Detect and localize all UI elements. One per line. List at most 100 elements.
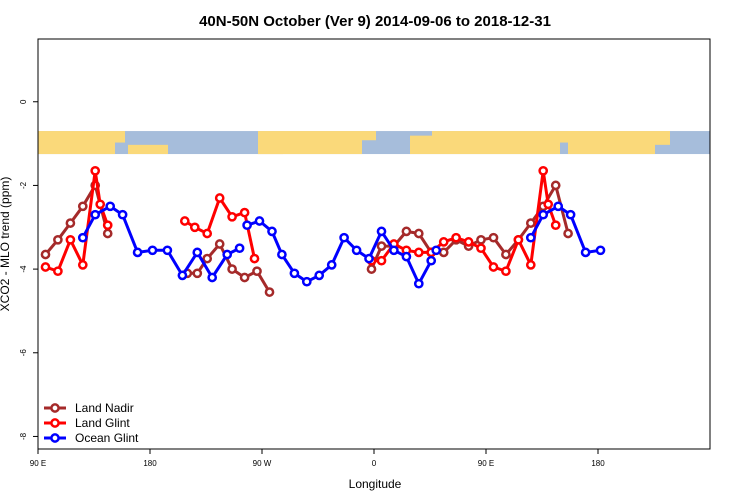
data-point [77,260,88,270]
data-point [189,222,200,233]
legend-swatch-marker [50,403,60,413]
y-tick-label: -8 [19,432,28,440]
data-point [501,249,511,260]
x-axis: 90 E 180 90 W 0 90 E 180 [30,449,605,468]
x-tick-label: 180 [143,459,157,468]
data-point [147,245,158,256]
x-tick-label: 90 E [478,459,494,468]
data-point [543,199,554,210]
data-point [525,232,536,243]
data-point [77,201,88,212]
plot-series [40,165,606,297]
legend-item: Land Nadir [44,401,134,415]
series-ocean-glint [77,201,606,289]
data-point [550,180,561,191]
series-line [246,219,433,286]
data-point [90,165,101,176]
data-point [413,228,424,239]
legend-swatch-marker [50,418,60,428]
data-point [105,201,116,212]
data-point [376,226,387,237]
map-land [115,131,125,143]
data-point [413,278,424,289]
legend-label: Land Nadir [75,401,134,415]
data-point [239,207,250,218]
data-point [431,245,442,256]
y-tick-label: -4 [19,265,28,273]
map-land [655,131,670,145]
data-point [202,228,213,239]
data-point [53,266,63,277]
data-point [301,276,312,287]
x-tick-label: 90 E [30,459,46,468]
data-point [102,220,113,231]
data-point [553,201,564,212]
map-land [560,131,578,143]
data-point [351,245,362,256]
map-land [258,131,362,155]
y-tick-label: -6 [19,349,28,357]
series-line [45,169,110,273]
data-point [77,232,88,243]
data-point [192,247,203,258]
data-point [376,255,387,266]
data-point [580,247,591,258]
data-point [214,239,225,249]
data-point [177,270,188,281]
data-point [242,220,252,231]
legend-swatch-marker [50,433,60,443]
data-point [95,199,106,210]
world-map-strip [38,131,710,155]
map-land [38,131,115,155]
data-point [90,209,101,220]
data-point [53,234,63,245]
data-point [65,234,76,245]
data-point [117,209,128,220]
legend-label: Land Glint [75,416,130,430]
data-point [289,268,300,279]
data-point [214,193,225,203]
data-point [207,272,218,283]
data-point [401,251,412,262]
data-point [463,237,474,247]
data-point [525,260,536,270]
data-point [563,228,573,239]
data-point [65,218,76,228]
x-tick-label: 0 [372,459,377,468]
data-point [364,253,374,264]
data-point [249,253,260,264]
data-point [40,249,51,260]
map-land [568,131,655,155]
y-tick-label: 0 [19,99,28,104]
data-point [376,241,387,251]
data-point [538,165,549,176]
data-point [451,232,461,243]
map-land [410,135,432,155]
series-land-glint [40,165,561,277]
legend-item: Ocean Glint [44,431,139,445]
y-tick-label: -2 [19,181,28,189]
data-point [538,209,549,220]
data-point [192,268,203,279]
data-point [426,255,437,266]
data-point [234,243,245,254]
data-point [401,226,412,237]
map-land [362,131,376,141]
data-point [513,234,524,245]
data-point [488,262,499,272]
data-point [476,234,486,245]
data-point [239,272,250,283]
data-point [438,237,449,247]
data-point [202,253,213,264]
data-point [267,226,277,237]
map-land [128,144,168,155]
data-point [389,245,399,256]
data-point [339,232,349,243]
data-point [179,216,190,226]
x-tick-label: 180 [591,459,605,468]
chart-title: 40N-50N October (Ver 9) 2014-09-06 to 20… [199,13,551,30]
data-point [252,266,262,277]
data-point [102,228,113,239]
data-point [40,262,51,272]
